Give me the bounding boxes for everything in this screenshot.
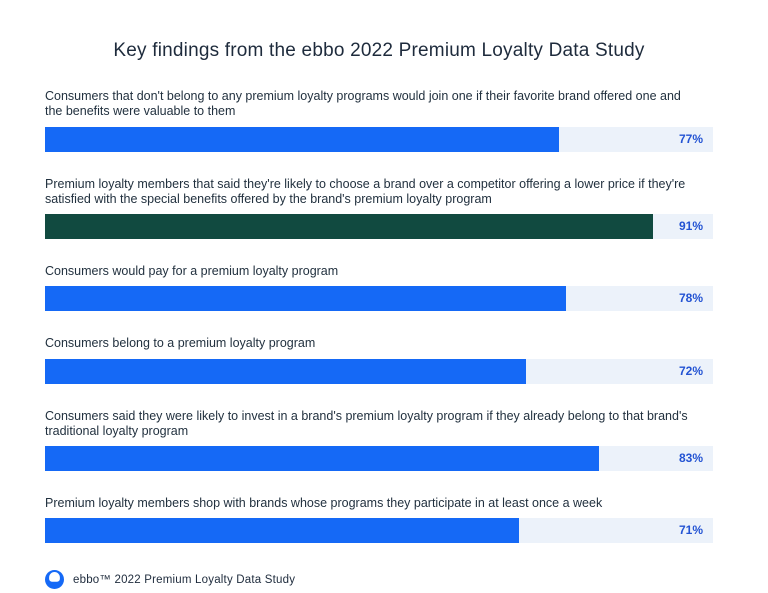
bar-fill xyxy=(45,518,520,544)
bar-row: Premium loyalty members shop with brands… xyxy=(45,496,713,544)
bar-track: 72% xyxy=(45,358,713,384)
bar-value: 78% xyxy=(678,291,703,306)
bar-value: 91% xyxy=(678,219,703,233)
bar-label: Consumers said they were likely to inves… xyxy=(45,408,688,438)
bar-label: Consumers that don't belong to any premi… xyxy=(45,89,681,119)
bar-value: 71% xyxy=(678,523,703,538)
bar-row: Consumers belong to a premium loyalty pr… xyxy=(45,336,713,384)
bar-track: 77% xyxy=(45,126,713,152)
bar-fill xyxy=(45,286,567,312)
bar-row: Consumers that don't belong to any premi… xyxy=(45,89,713,152)
bar-fill xyxy=(45,446,600,471)
source-footer: ebbo™ 2022 Premium Loyalty Data Study xyxy=(45,570,713,590)
ebbo-logo-icon xyxy=(45,570,64,590)
bar-label: Premium loyalty members that said they'r… xyxy=(45,176,686,206)
bar-label: Premium loyalty members shop with brands… xyxy=(45,496,603,510)
bar-fill xyxy=(45,214,653,239)
bar-value: 72% xyxy=(678,363,703,378)
bar-label: Consumers would pay for a premium loyalt… xyxy=(45,264,339,278)
bar-row: Premium loyalty members that said they'r… xyxy=(45,176,713,239)
bar-fill xyxy=(45,126,560,152)
bar-value: 83% xyxy=(678,451,703,465)
bar-track: 71% xyxy=(45,518,713,544)
source-text: ebbo™ 2022 Premium Loyalty Data Study xyxy=(73,573,296,586)
bar-row: Consumers said they were likely to inves… xyxy=(45,408,713,471)
bar-track: 91% xyxy=(45,214,713,239)
bar-fill xyxy=(45,358,526,384)
bar-track: 83% xyxy=(45,446,713,471)
bar-track: 78% xyxy=(45,286,713,312)
bar-label: Consumers belong to a premium loyalty pr… xyxy=(45,336,316,351)
bar-value: 77% xyxy=(678,131,703,146)
page-title: Key findings from the ebbo 2022 Premium … xyxy=(113,40,645,61)
bar-row: Consumers would pay for a premium loyalt… xyxy=(45,264,713,312)
